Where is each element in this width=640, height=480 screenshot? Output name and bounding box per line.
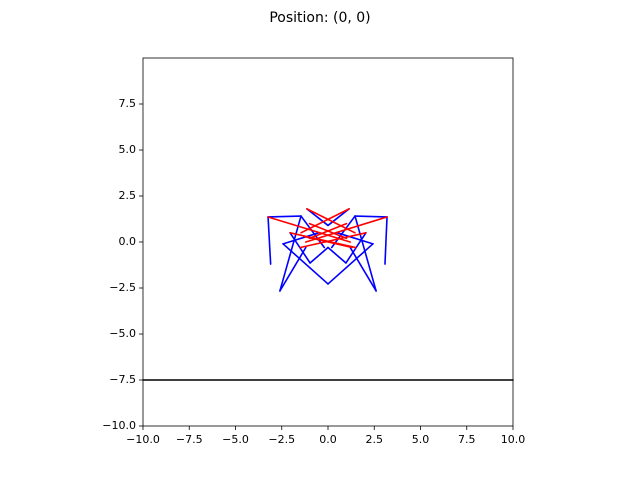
link-segment — [304, 216, 388, 243]
link-segment — [299, 232, 367, 249]
x-tick-label: −2.5 — [268, 433, 295, 446]
y-tick-label: −10.0 — [102, 419, 136, 432]
link-segment — [327, 208, 350, 227]
y-tick-label: −7.5 — [109, 373, 136, 386]
link-segment — [309, 246, 329, 264]
link-segment — [384, 216, 388, 265]
x-tick-label: 7.5 — [458, 433, 476, 446]
link-segment — [306, 208, 356, 234]
chart-title: Position: (0, 0) — [269, 10, 370, 26]
y-tick-label: 5.0 — [119, 143, 137, 156]
link-segment — [300, 208, 350, 234]
y-tick-label: −5.0 — [109, 327, 136, 340]
link-segment — [327, 246, 347, 264]
link-segment — [303, 235, 353, 249]
x-tick-label: −7.5 — [176, 433, 203, 446]
x-tick-label: −10.0 — [126, 433, 160, 446]
link-segment — [279, 246, 307, 292]
link-segment — [306, 208, 329, 227]
link-segment — [336, 232, 374, 245]
link-segment — [349, 246, 377, 292]
y-tick-label: 0.0 — [119, 235, 137, 248]
link-segment — [327, 243, 374, 285]
y-tick-label: 2.5 — [119, 189, 137, 202]
y-tick-label: 7.5 — [119, 97, 137, 110]
link-segment — [308, 222, 348, 240]
y-tick-label: −2.5 — [109, 281, 136, 294]
x-tick-label: 0.0 — [319, 433, 337, 446]
x-tick-label: 10.0 — [501, 433, 526, 446]
link-segment — [267, 216, 272, 265]
link-segment — [354, 215, 388, 218]
link-segment — [282, 243, 329, 285]
link-segment — [282, 232, 320, 245]
link-segment — [279, 215, 302, 292]
x-tick-label: −5.0 — [222, 433, 249, 446]
link-segment — [267, 215, 302, 218]
link-segment — [354, 215, 377, 292]
x-tick-label: 5.0 — [412, 433, 430, 446]
x-tick-label: 2.5 — [366, 433, 384, 446]
